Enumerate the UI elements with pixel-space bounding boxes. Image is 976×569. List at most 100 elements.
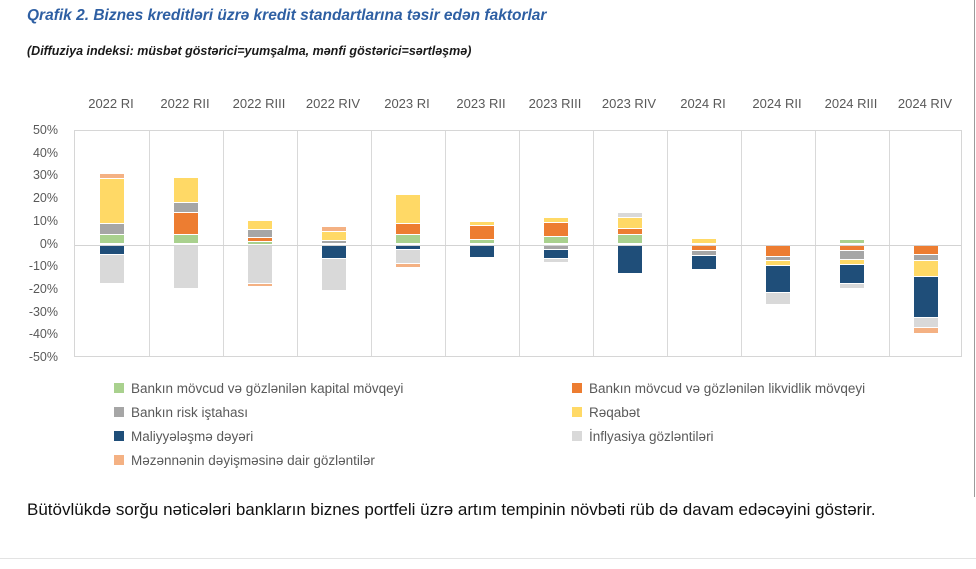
legend-label: Bankın mövcud və gözlənilən kapital mövq… (131, 381, 404, 396)
legend-label: Məzənnənin dəyişməsinə dair gözləntilər (131, 453, 375, 468)
bar-segment (470, 226, 494, 239)
column-separator-line (445, 131, 446, 356)
bar-segment (100, 254, 124, 284)
bar-segment (766, 245, 790, 256)
bar-segment (692, 251, 716, 255)
bar-segment (470, 245, 494, 257)
y-tick-label: 30% (32, 168, 58, 183)
column-header: 2024 RI (680, 96, 726, 111)
chart-title: Qrafik 2. Biznes kreditləri üzrə kredit … (27, 7, 547, 24)
bar-segment (396, 194, 420, 224)
legend-label: İnflyasiya gözləntiləri (589, 429, 714, 444)
column-header: 2023 RIV (601, 96, 657, 111)
legend-item: Rəqabət (572, 405, 976, 420)
y-tick-label: -10% (28, 259, 58, 274)
column-separator-line (297, 131, 298, 356)
bar-segment (840, 260, 864, 264)
legend-right-column: Bankın mövcud və gözlənilən likvidlik mö… (572, 381, 976, 453)
bar-segment (174, 245, 198, 288)
legend-label: Maliyyələşmə dəyəri (131, 429, 254, 444)
bar-segment (766, 256, 790, 261)
bar-segment (914, 328, 938, 334)
legend-label: Bankın risk iştahası (131, 405, 249, 420)
legend-label: Bankın mövcud və gözlənilən likvidlik mö… (589, 381, 866, 396)
y-tick-label: -30% (28, 304, 58, 319)
page-right-border (974, 0, 975, 497)
bar-segment (322, 241, 346, 244)
bar-segment (544, 236, 568, 244)
bar-segment (248, 245, 272, 284)
bar-segment (174, 212, 198, 235)
column-header: 2024 RIV (897, 96, 953, 111)
column-separator-line (889, 131, 890, 356)
bar-segment (544, 222, 568, 236)
bar-segment (840, 239, 864, 244)
bar-segment (544, 250, 568, 259)
bar-segment (618, 245, 642, 273)
column-header: 2023 RII (456, 96, 506, 111)
bar-segment (914, 318, 938, 328)
bar-segment (470, 239, 494, 244)
bar-segment (914, 277, 938, 318)
y-tick-label: 40% (32, 145, 58, 160)
bar-segment (618, 228, 642, 235)
legend-item: Bankın mövcud və gözlənilən kapital mövq… (114, 381, 544, 396)
y-tick-label: 0% (39, 236, 58, 251)
bar-segment (544, 245, 568, 250)
legend-swatch-icon (114, 383, 124, 393)
column-header: 2023 RIII (528, 96, 582, 111)
bar-segment (396, 250, 420, 263)
bar-segment (322, 232, 346, 241)
y-tick-label: 10% (32, 213, 58, 228)
column-separator-line (815, 131, 816, 356)
legend-left-column: Bankın mövcud və gözlənilən kapital mövq… (114, 381, 544, 477)
bar-segment (618, 218, 642, 228)
bar-segment (692, 238, 716, 244)
legend-swatch-icon (114, 455, 124, 465)
column-header: 2022 RIV (305, 96, 361, 111)
bar-segment (396, 224, 420, 235)
column-separator-line (149, 131, 150, 356)
legend-item: Maliyyələşmə dəyəri (114, 429, 544, 444)
bar-segment (470, 221, 494, 226)
legend-label: Rəqabət (589, 405, 641, 420)
stacked-bar-chart: 2022 RI 2022 RII 2022 RIII 2022 RIV 2023 RI 2… (28, 96, 962, 364)
column-separator-line (593, 131, 594, 356)
legend-item: Bankın mövcud və gözlənilən likvidlik mö… (572, 381, 976, 396)
bar-segment (248, 229, 272, 237)
bar-segment (618, 235, 642, 244)
legend-swatch-icon (114, 407, 124, 417)
legend-swatch-icon (114, 431, 124, 441)
summary-paragraph: Bütövlükdə sorğu nəticələri bankların bi… (27, 500, 876, 519)
legend-swatch-icon (572, 407, 582, 417)
bar-segment (248, 220, 272, 229)
bar-segment (174, 202, 198, 212)
column-header: 2024 RII (752, 96, 802, 111)
bar-segment (544, 259, 568, 262)
legend-swatch-icon (572, 431, 582, 441)
bar-segment (322, 245, 346, 259)
bar-segment (766, 261, 790, 265)
y-tick-label: 50% (32, 123, 58, 137)
y-tick-label: -40% (28, 327, 58, 342)
bar-segment (396, 245, 420, 250)
y-tick-label: 20% (32, 191, 58, 206)
bar-segment (100, 224, 124, 235)
bar-segment (766, 293, 790, 304)
bar-segment (914, 245, 938, 254)
bar-segment (100, 245, 124, 254)
column-separator-line (667, 131, 668, 356)
bar-segment (914, 261, 938, 277)
column-header: 2022 RII (160, 96, 210, 111)
bar-segment (544, 218, 568, 222)
bar-segment (248, 242, 272, 244)
column-header: 2024 RIII (824, 96, 878, 111)
column-header: 2022 RIII (232, 96, 286, 111)
column-header: 2023 RI (384, 96, 430, 111)
bar-segment (766, 265, 790, 293)
legend-item: İnflyasiya gözləntiləri (572, 429, 976, 444)
bar-segment (100, 235, 124, 244)
bar-segment (840, 284, 864, 288)
bar-segment (100, 178, 124, 224)
legend-swatch-icon (572, 383, 582, 393)
